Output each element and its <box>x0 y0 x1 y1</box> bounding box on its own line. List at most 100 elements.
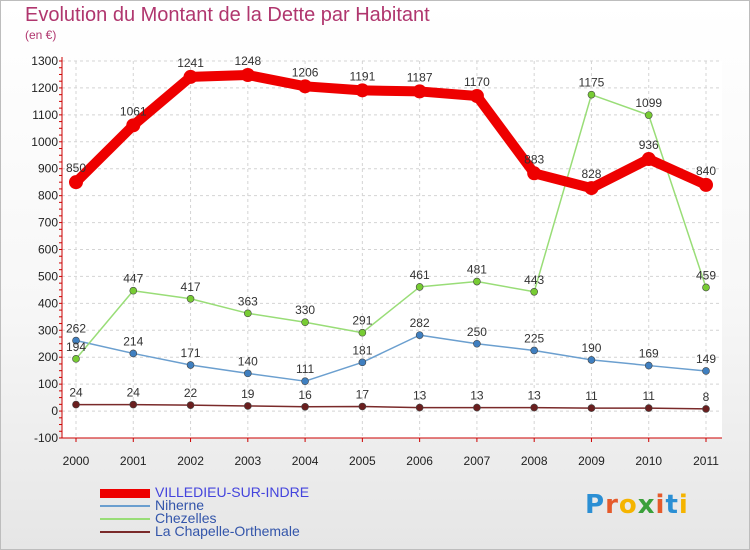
data-label-niherne: 140 <box>238 354 258 368</box>
data-point-villedieu-sur-indre <box>584 181 599 196</box>
data-point-niherne <box>301 377 309 385</box>
unit-label: (en €) <box>25 28 57 42</box>
x-tick-label: 2011 <box>693 454 719 468</box>
y-tick-label: -100 <box>34 431 58 445</box>
data-label-niherne: 181 <box>352 343 372 357</box>
data-label-villedieu-sur-indre: 1170 <box>464 75 490 89</box>
data-label-chezelles: 194 <box>66 340 86 354</box>
series-line-villedieu-sur-indre <box>71 70 711 194</box>
logo-letter: o <box>618 490 638 520</box>
data-label-niherne: 225 <box>524 331 544 345</box>
x-tick-label: 2006 <box>406 454 433 468</box>
y-tick-label: 1000 <box>31 135 58 149</box>
data-point-la-chapelle-orthemale <box>415 403 424 412</box>
data-label-la-chapelle-orthemale: 17 <box>356 387 370 401</box>
data-point-la-chapelle-orthemale <box>358 402 367 411</box>
data-label-la-chapelle-orthemale: 11 <box>642 389 655 403</box>
data-label-niherne: 250 <box>467 325 487 339</box>
data-point-chezelles <box>415 283 424 291</box>
x-tick-label: 2009 <box>578 454 605 468</box>
legend-swatch <box>100 505 150 507</box>
data-point-chezelles <box>702 283 710 292</box>
data-point-chezelles <box>72 355 80 363</box>
y-tick-label: 400 <box>38 296 58 310</box>
y-tick-label: 600 <box>38 243 58 257</box>
x-tick-label: 2001 <box>120 454 147 468</box>
data-label-la-chapelle-orthemale: 13 <box>413 389 427 403</box>
data-point-villedieu-sur-indre <box>699 177 713 192</box>
data-point-niherne <box>186 361 195 369</box>
data-point-villedieu-sur-indre <box>412 84 427 99</box>
x-tick-label: 2008 <box>521 454 548 468</box>
y-tick-label: 500 <box>38 269 58 283</box>
data-point-la-chapelle-orthemale <box>129 400 138 409</box>
data-point-chezelles <box>587 90 596 99</box>
data-point-niherne <box>358 358 367 367</box>
legend-swatch <box>100 518 150 520</box>
data-point-villedieu-sur-indre <box>240 68 255 83</box>
legend-label: La Chapelle-Orthemale <box>155 523 300 539</box>
legend-swatch <box>100 489 150 498</box>
data-point-niherne <box>530 346 538 355</box>
data-label-niherne: 190 <box>581 341 601 355</box>
data-point-chezelles <box>358 328 367 337</box>
data-point-niherne <box>129 349 138 358</box>
data-label-villedieu-sur-indre: 850 <box>66 161 86 175</box>
data-label-villedieu-sur-indre: 1248 <box>234 54 261 68</box>
data-point-la-chapelle-orthemale <box>186 401 195 409</box>
data-point-niherne <box>587 356 596 364</box>
x-tick-label: 2000 <box>63 454 90 468</box>
chart-title: Evolution du Montant de la Dette par Hab… <box>25 4 430 26</box>
data-label-chezelles: 481 <box>467 263 487 277</box>
data-point-villedieu-sur-indre <box>69 175 83 190</box>
data-label-niherne: 262 <box>66 322 86 336</box>
data-label-villedieu-sur-indre: 840 <box>696 164 716 178</box>
data-label-niherne: 111 <box>296 362 315 376</box>
legend-swatch <box>100 531 150 533</box>
legend-label: Chezelles <box>155 510 217 526</box>
data-point-chezelles <box>244 309 252 318</box>
data-label-villedieu-sur-indre: 1061 <box>120 104 147 118</box>
y-tick-label: 900 <box>38 162 58 176</box>
data-label-chezelles: 1099 <box>635 96 662 110</box>
data-point-chezelles <box>129 286 138 295</box>
data-label-niherne: 171 <box>181 346 201 360</box>
y-tick-label: 200 <box>38 350 58 364</box>
data-label-villedieu-sur-indre: 936 <box>639 138 659 152</box>
data-label-niherne: 169 <box>639 347 659 361</box>
data-point-niherne <box>473 339 481 348</box>
x-tick-label: 2002 <box>177 454 204 468</box>
legend-label: Niherne <box>155 497 205 513</box>
data-point-la-chapelle-orthemale <box>301 402 309 411</box>
data-label-la-chapelle-orthemale: 13 <box>528 389 542 403</box>
data-label-la-chapelle-orthemale: 11 <box>585 389 598 403</box>
x-tick-label: 2007 <box>464 454 491 468</box>
series-line-niherne <box>75 334 707 382</box>
data-label-chezelles: 330 <box>295 303 315 317</box>
data-label-niherne: 149 <box>696 352 716 366</box>
y-tick-label: 800 <box>38 189 58 203</box>
data-point-niherne <box>415 331 424 339</box>
data-point-niherne <box>72 336 80 345</box>
logo-letter: r <box>605 490 619 520</box>
data-point-la-chapelle-orthemale <box>644 404 653 412</box>
data-point-la-chapelle-orthemale <box>530 403 538 412</box>
data-label-la-chapelle-orthemale: 19 <box>241 387 255 401</box>
data-point-la-chapelle-orthemale <box>244 402 252 410</box>
data-point-villedieu-sur-indre <box>527 166 542 181</box>
data-point-la-chapelle-orthemale <box>587 404 596 412</box>
data-label-chezelles: 447 <box>123 272 143 286</box>
data-point-chezelles <box>530 287 538 296</box>
y-tick-label: 300 <box>38 323 58 337</box>
legend-label: VILLEDIEU-SUR-INDRE <box>155 484 310 500</box>
y-tick-label: 0 <box>51 404 58 418</box>
y-tick-label: 1200 <box>31 81 58 95</box>
data-label-villedieu-sur-indre: 828 <box>581 167 601 181</box>
data-label-chezelles: 461 <box>410 268 430 282</box>
x-tick-label: 2004 <box>292 454 319 468</box>
logo-letter: t <box>665 490 679 520</box>
data-point-la-chapelle-orthemale <box>473 403 481 412</box>
data-label-villedieu-sur-indre: 1191 <box>349 69 375 83</box>
data-label-la-chapelle-orthemale: 8 <box>703 390 710 404</box>
data-point-chezelles <box>301 318 309 327</box>
